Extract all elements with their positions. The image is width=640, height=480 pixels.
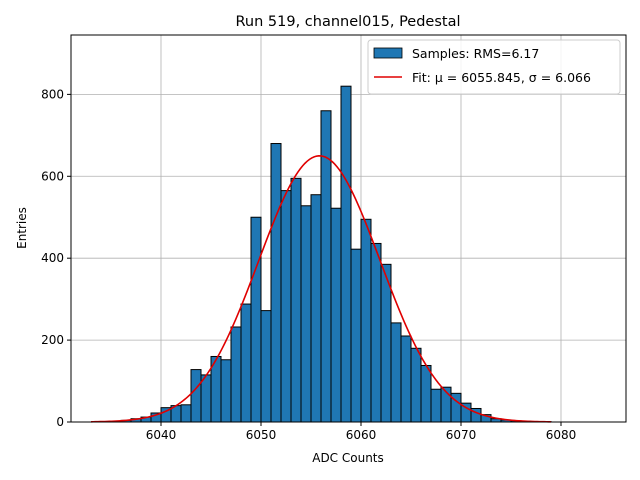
x-tick-label: 6040: [146, 428, 177, 442]
histogram-bar: [290, 177, 302, 423]
histogram-bar: [380, 263, 392, 423]
histogram-bar: [420, 364, 432, 423]
histogram-bar: [360, 218, 372, 423]
histogram-bar: [240, 303, 252, 423]
histogram-bar: [250, 216, 262, 423]
legend-histogram-label: Samples: RMS=6.17: [412, 46, 539, 61]
histogram-bar: [220, 359, 232, 423]
y-tick-label: 400: [41, 251, 64, 265]
histogram-bar: [280, 190, 292, 423]
histogram-bar: [410, 347, 422, 423]
y-tick-label: 200: [41, 333, 64, 347]
y-tick-label: 800: [41, 87, 64, 101]
histogram-bar: [340, 85, 352, 423]
x-axis-label: ADC Counts: [312, 451, 384, 465]
histogram-bar: [400, 335, 412, 423]
plot-frame: [70, 34, 627, 423]
histogram-bar: [300, 205, 312, 423]
legend-histogram-swatch: [373, 47, 403, 59]
histogram-bar: [350, 248, 362, 423]
y-axis-label: Entries: [15, 207, 29, 249]
histogram-bar: [390, 322, 402, 423]
chart-title: Run 519, channel015, Pedestal: [235, 14, 460, 30]
legend-fit-label: Fit: μ = 6055.845, σ = 6.066: [412, 70, 591, 85]
y-axis-ticks: 0 200 400 600 800: [41, 87, 71, 429]
x-tick-label: 6060: [346, 428, 377, 442]
legend: Samples: RMS=6.17 Fit: μ = 6055.845, σ =…: [367, 39, 621, 95]
y-tick-label: 0: [56, 415, 64, 429]
histogram-bar: [430, 388, 442, 423]
histogram-bar: [310, 194, 322, 423]
y-tick-label: 600: [41, 169, 64, 183]
histogram-bars: [100, 85, 552, 423]
legend-box: [367, 39, 621, 95]
histogram-bar: [260, 310, 272, 423]
histogram-bar: [190, 369, 202, 423]
histogram-bar: [370, 242, 382, 423]
histogram-bar: [230, 326, 242, 423]
histogram-bar: [200, 374, 212, 423]
x-tick-label: 6080: [546, 428, 577, 442]
gaussian-fit-curve: [90, 155, 552, 423]
x-axis-ticks: 6040 6050 6060 6070 6080: [146, 422, 577, 442]
histogram-bar: [270, 143, 282, 423]
histogram-bar: [330, 207, 342, 423]
histogram-bar: [180, 404, 192, 423]
x-tick-label: 6050: [246, 428, 277, 442]
x-tick-label: 6070: [446, 428, 477, 442]
